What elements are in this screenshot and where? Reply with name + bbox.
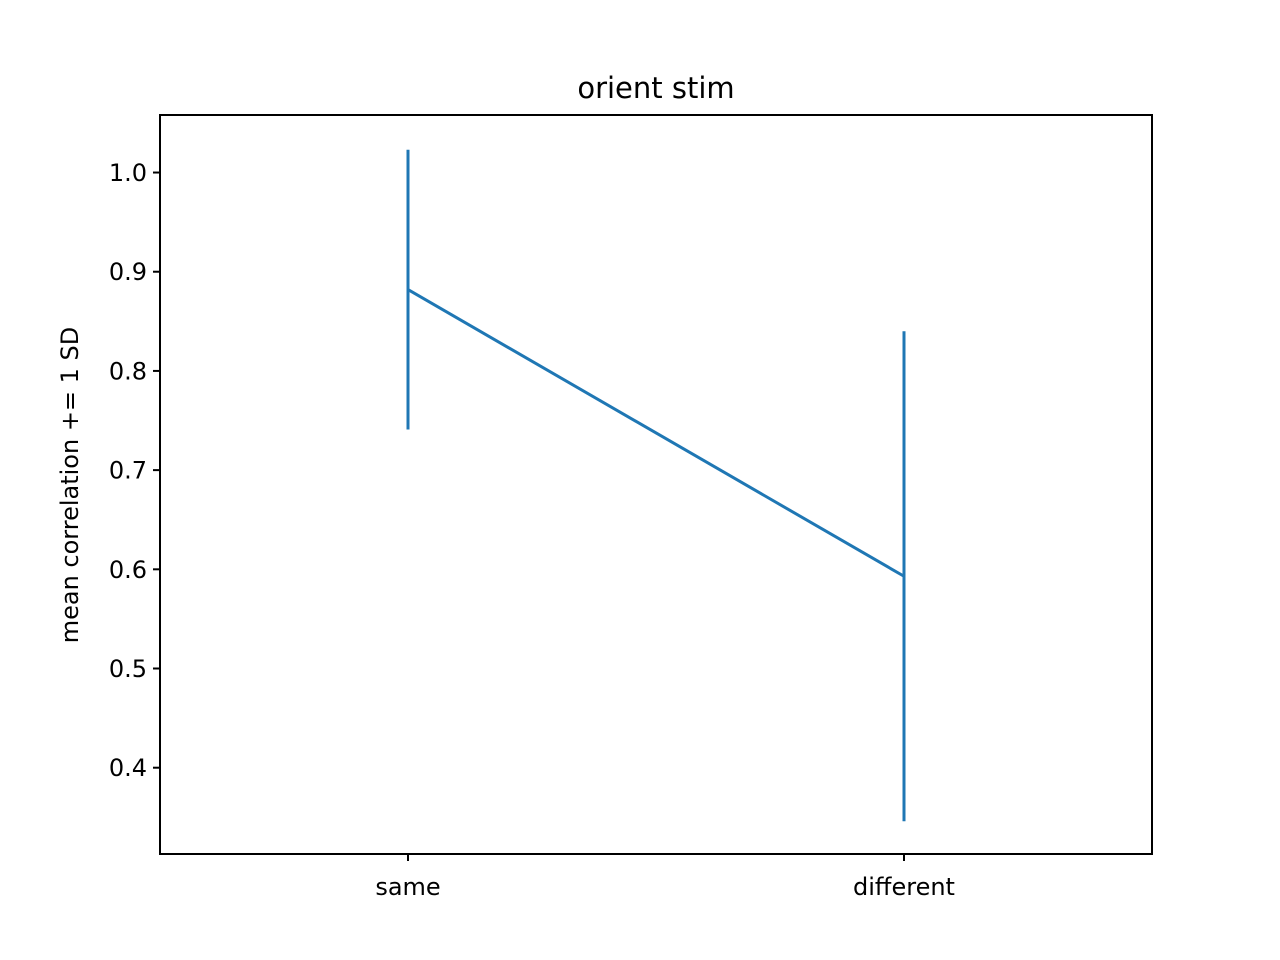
y-tick-label: 0.6: [109, 556, 147, 584]
y-tick-label: 1.0: [109, 159, 147, 187]
series-line: [407, 288, 905, 578]
chart-title: orient stim: [577, 71, 734, 105]
y-tick-label: 0.7: [109, 457, 147, 485]
y-axis-label: mean correlation += 1 SD: [56, 327, 84, 644]
y-tick-label: 0.5: [109, 655, 147, 683]
plot-frame: [159, 114, 1153, 855]
x-axis-ticks: same different: [375, 854, 955, 901]
x-tick-label-same: same: [375, 873, 440, 901]
y-axis-ticks: 0.4 0.5 0.6 0.7 0.8 0.9 1.0: [109, 159, 160, 782]
x-tick-label-different: different: [853, 873, 955, 901]
y-tick-label: 0.4: [109, 754, 147, 782]
y-tick-label: 0.8: [109, 357, 147, 385]
data-point-same: [407, 289, 409, 291]
series-layer: [406, 149, 906, 822]
data-point-different: [903, 575, 905, 577]
y-tick-label: 0.9: [109, 258, 147, 286]
